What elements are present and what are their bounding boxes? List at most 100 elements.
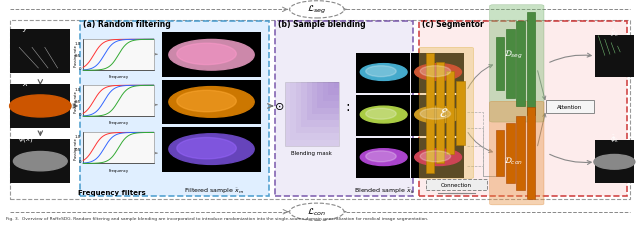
Text: :: : xyxy=(345,100,350,113)
Bar xyxy=(411,138,464,179)
Text: $x$: $x$ xyxy=(22,79,29,88)
Bar xyxy=(595,35,634,78)
Circle shape xyxy=(365,151,396,162)
Text: 0: 0 xyxy=(79,159,81,163)
Text: Passing rate: Passing rate xyxy=(74,90,77,112)
Text: (a) Random filtering: (a) Random filtering xyxy=(83,20,171,29)
Text: Fig. 3.  Overview of RaffeSDG. Random filtering and sample blending are incorpor: Fig. 3. Overview of RaffeSDG. Random fil… xyxy=(6,216,429,220)
Text: Frequency filters: Frequency filters xyxy=(78,189,146,195)
Text: $\hat{y}_k$: $\hat{y}_k$ xyxy=(610,27,619,39)
Bar xyxy=(436,63,444,164)
Text: 0: 0 xyxy=(79,66,81,70)
Bar xyxy=(334,82,339,89)
Text: $\psi(x)$: $\psi(x)$ xyxy=(18,134,33,144)
Bar xyxy=(275,22,413,196)
Circle shape xyxy=(415,107,461,123)
Text: $\mathcal{D}_{seg}$: $\mathcal{D}_{seg}$ xyxy=(504,49,524,61)
Circle shape xyxy=(169,134,254,165)
Bar xyxy=(285,82,339,147)
Text: Frequency: Frequency xyxy=(108,168,129,172)
Circle shape xyxy=(365,66,396,77)
Text: Connection: Connection xyxy=(441,182,472,187)
Bar xyxy=(496,131,504,176)
Text: Frequency: Frequency xyxy=(108,75,129,79)
Bar xyxy=(162,33,261,78)
Bar xyxy=(291,82,339,140)
Bar xyxy=(356,138,410,179)
Text: 1.0: 1.0 xyxy=(75,42,81,46)
Bar xyxy=(307,82,339,121)
Bar xyxy=(83,133,154,164)
Bar xyxy=(595,141,634,183)
Bar xyxy=(411,54,464,94)
Bar xyxy=(506,124,515,183)
Bar xyxy=(296,82,339,134)
Bar xyxy=(496,38,504,90)
Circle shape xyxy=(169,40,254,71)
Bar xyxy=(516,22,525,106)
Text: 0: 0 xyxy=(79,112,81,116)
Bar xyxy=(546,101,594,113)
Circle shape xyxy=(360,149,407,166)
Circle shape xyxy=(415,149,461,166)
Circle shape xyxy=(360,64,407,81)
Bar xyxy=(426,54,434,173)
Circle shape xyxy=(177,91,236,112)
Bar xyxy=(80,22,269,196)
Circle shape xyxy=(13,152,67,171)
Circle shape xyxy=(415,64,461,81)
Text: 1.0: 1.0 xyxy=(75,134,81,138)
Bar xyxy=(446,72,454,155)
Text: Passing rate: Passing rate xyxy=(74,45,77,66)
Bar xyxy=(527,13,535,116)
Text: Frequency: Frequency xyxy=(108,121,129,125)
Bar xyxy=(312,82,339,114)
Text: Blending mask: Blending mask xyxy=(291,151,332,156)
Circle shape xyxy=(360,107,407,123)
Circle shape xyxy=(420,109,451,120)
Bar xyxy=(83,40,154,71)
Circle shape xyxy=(10,95,71,117)
Text: (b) Sample blending: (b) Sample blending xyxy=(278,20,366,29)
Text: $\mathcal{L}_{seg}$: $\mathcal{L}_{seg}$ xyxy=(307,4,326,16)
Text: (c) Segmentor: (c) Segmentor xyxy=(422,20,484,29)
Bar xyxy=(83,86,154,117)
Bar xyxy=(426,179,487,190)
Ellipse shape xyxy=(290,203,344,220)
Text: 0.5: 0.5 xyxy=(75,54,81,58)
Bar xyxy=(301,82,339,127)
Circle shape xyxy=(365,109,396,120)
Text: 0.5: 0.5 xyxy=(75,100,81,104)
Bar xyxy=(516,117,525,190)
Bar xyxy=(10,30,70,73)
Bar xyxy=(506,30,515,98)
Bar xyxy=(323,82,339,102)
Bar xyxy=(411,96,464,136)
Circle shape xyxy=(420,66,451,77)
Bar xyxy=(162,80,261,125)
FancyBboxPatch shape xyxy=(490,102,544,205)
Text: $\mathcal{E}$: $\mathcal{E}$ xyxy=(439,107,448,120)
Circle shape xyxy=(594,155,635,169)
Bar xyxy=(419,22,627,196)
Bar xyxy=(162,127,261,172)
Text: Blended sample $\bar{x}_k$: Blended sample $\bar{x}_k$ xyxy=(354,186,414,195)
Bar xyxy=(456,81,465,145)
Text: $\mathcal{D}_{con}$: $\mathcal{D}_{con}$ xyxy=(504,155,524,166)
Bar xyxy=(10,85,70,128)
Circle shape xyxy=(177,138,236,159)
FancyBboxPatch shape xyxy=(419,48,474,179)
Bar xyxy=(356,54,410,94)
Text: Filtered sample $\tilde{x}_m$: Filtered sample $\tilde{x}_m$ xyxy=(184,186,244,195)
Text: Passing rate: Passing rate xyxy=(74,137,77,159)
Circle shape xyxy=(420,151,451,162)
Text: 0.5: 0.5 xyxy=(75,147,81,151)
FancyBboxPatch shape xyxy=(490,6,544,123)
Text: $\odot$: $\odot$ xyxy=(274,101,284,112)
Text: 1.0: 1.0 xyxy=(75,87,81,91)
Circle shape xyxy=(169,87,254,118)
Bar xyxy=(527,108,535,199)
Bar xyxy=(285,82,339,147)
Bar xyxy=(317,82,339,108)
Ellipse shape xyxy=(290,2,344,19)
